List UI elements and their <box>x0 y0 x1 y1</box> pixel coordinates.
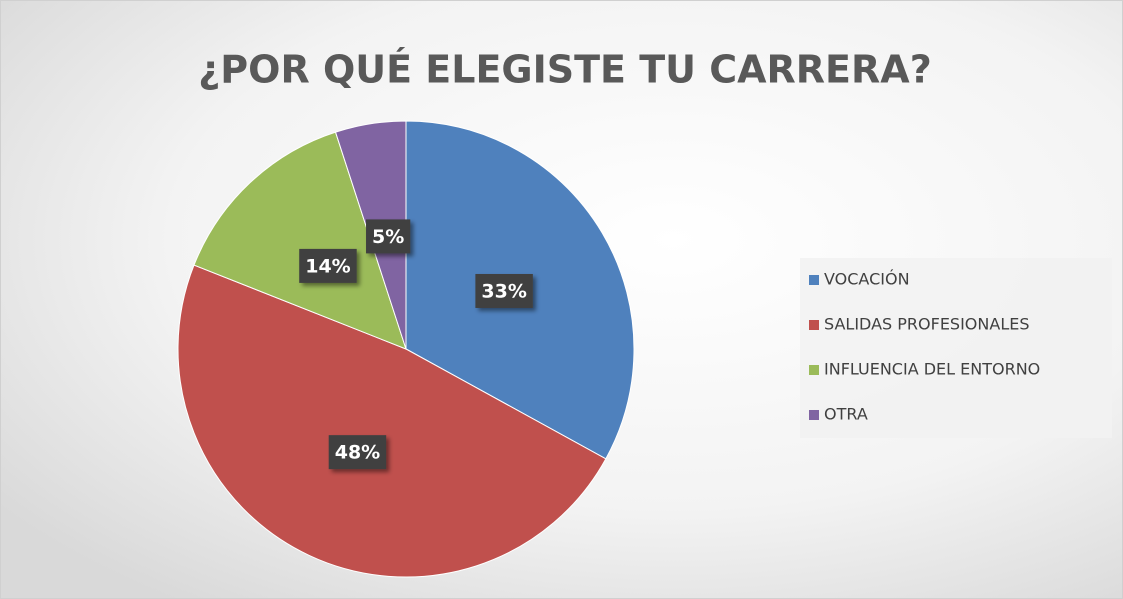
legend-swatch <box>809 365 819 375</box>
data-label: 5% <box>372 226 404 248</box>
legend-label: INFLUENCIA DEL ENTORNO <box>824 360 1040 379</box>
data-label-box <box>366 219 411 254</box>
chart-title: ¿POR QUÉ ELEGISTE TU CARRERA? <box>198 48 931 92</box>
legend-swatch <box>809 275 819 285</box>
data-label-box <box>475 273 533 308</box>
legend-box <box>800 258 1112 438</box>
data-label: 14% <box>305 255 350 277</box>
data-label: 33% <box>481 280 526 302</box>
legend-label: SALIDAS PROFESIONALES <box>824 315 1030 334</box>
legend-label: OTRA <box>824 405 868 424</box>
legend-swatch <box>809 320 819 330</box>
data-label-box <box>299 248 357 283</box>
pie-slice <box>177 264 607 578</box>
data-label: 48% <box>335 442 380 464</box>
data-label-box <box>328 435 387 470</box>
legend-label: VOCACIÓN <box>824 270 910 289</box>
legend-swatch <box>809 410 819 420</box>
